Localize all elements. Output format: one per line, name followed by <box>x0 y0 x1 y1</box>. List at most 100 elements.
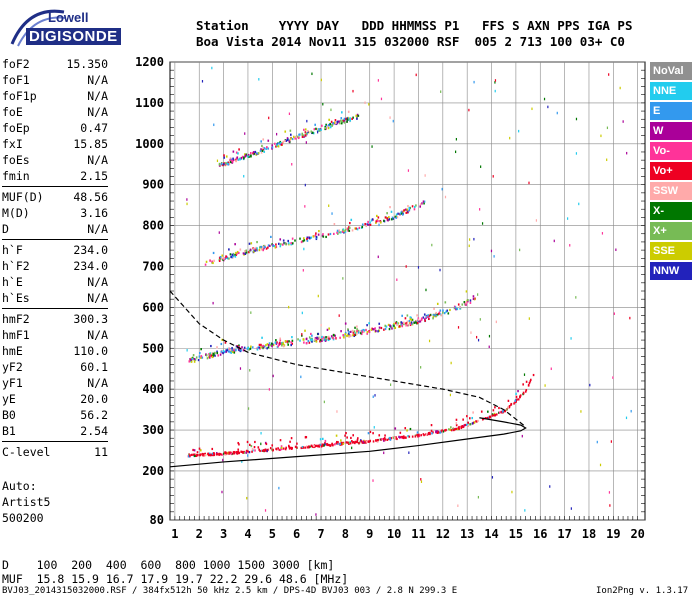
noise-point <box>570 507 572 510</box>
echo-point <box>347 332 350 336</box>
noise-point <box>276 132 278 136</box>
echo-point <box>286 138 289 142</box>
echo-point <box>463 301 466 304</box>
noise-point <box>599 463 602 467</box>
echo-point <box>301 445 304 449</box>
echo-point <box>336 231 338 234</box>
echo-point <box>357 331 360 334</box>
noise-point <box>589 383 591 387</box>
echo-point <box>433 307 435 310</box>
param-label: B0 <box>2 408 16 422</box>
echo-point <box>356 115 358 118</box>
echo-point <box>430 424 433 427</box>
echo-point <box>393 326 396 329</box>
echo-point <box>376 440 379 443</box>
echo-point <box>355 227 358 230</box>
echo-point <box>261 345 264 348</box>
echo-point <box>425 433 428 436</box>
echo-point <box>352 434 355 437</box>
echo-point <box>285 446 287 449</box>
echo-point <box>348 331 350 334</box>
echo-point <box>221 453 223 456</box>
echo-point <box>250 242 253 245</box>
echo-point <box>230 158 233 161</box>
noise-point <box>550 367 552 371</box>
noise-point <box>543 97 546 101</box>
echo-point <box>241 155 244 158</box>
echo-point <box>193 360 196 363</box>
echo-point <box>290 341 292 344</box>
echo-point <box>275 243 277 246</box>
echo-point <box>378 326 381 329</box>
param-value: N/A <box>87 222 108 236</box>
echo-point <box>274 246 277 249</box>
echo-point <box>195 454 198 457</box>
echo-point <box>356 440 358 444</box>
noise-point <box>518 129 520 133</box>
echo-point <box>262 246 264 249</box>
echo-point <box>316 129 319 132</box>
echo-point <box>406 320 409 323</box>
echo-point <box>455 424 458 427</box>
echo-point <box>297 136 300 140</box>
echo-point <box>408 319 411 323</box>
echo-point <box>354 227 357 230</box>
echo-point <box>206 357 209 360</box>
echo-point <box>267 147 269 150</box>
echo-point <box>409 322 412 326</box>
echo-point <box>193 453 196 456</box>
echo-point <box>253 250 255 253</box>
echo-point <box>289 446 292 449</box>
echo-point <box>261 149 264 152</box>
echo-point <box>351 117 353 120</box>
echo-point <box>348 229 351 232</box>
echo-point <box>284 448 287 451</box>
param-row: foEp 0.47 <box>2 120 108 136</box>
echo-point <box>404 427 407 430</box>
echo-point <box>252 247 255 250</box>
echo-point <box>278 343 280 346</box>
echo-point <box>314 123 316 126</box>
echo-point <box>230 452 233 455</box>
echo-point <box>232 350 234 354</box>
x-tick-label: 17 <box>557 527 571 541</box>
echo-point <box>357 437 359 440</box>
echo-point <box>237 348 240 351</box>
echo-point <box>306 132 308 135</box>
echo-point <box>237 441 240 445</box>
echo-point <box>386 217 389 220</box>
echo-point <box>243 157 245 160</box>
noise-point <box>625 416 628 420</box>
echo-point <box>341 111 343 114</box>
echo-point <box>216 351 219 355</box>
echo-point <box>374 327 376 330</box>
noise-point <box>425 288 427 292</box>
echo-point <box>338 231 341 234</box>
echo-point <box>235 151 238 154</box>
echo-point <box>309 338 312 341</box>
echo-point <box>330 335 333 338</box>
echo-point <box>210 344 212 348</box>
echo-point <box>238 344 240 347</box>
echo-point <box>432 315 435 318</box>
echo-point <box>300 240 303 244</box>
echo-point <box>208 356 211 359</box>
echo-point <box>391 218 393 221</box>
noise-point <box>431 243 433 247</box>
file-info: BVJ03_2014315032000.RSF / 384fx512h 50 k… <box>2 586 458 596</box>
param-value: 56.2 <box>80 408 108 422</box>
auto-label: Auto: <box>2 479 37 493</box>
echo-point <box>242 252 245 255</box>
echo-point <box>394 427 397 430</box>
echo-point <box>232 252 235 256</box>
echo-point <box>349 117 351 120</box>
legend-item: X+ <box>650 222 692 240</box>
echo-point <box>279 448 282 452</box>
echo-point <box>466 415 468 418</box>
noise-point <box>373 426 375 429</box>
param-value: 234.0 <box>73 259 108 273</box>
echo-point <box>489 415 492 418</box>
echo-point <box>322 336 325 339</box>
noise-point <box>494 81 496 84</box>
echo-point <box>432 313 435 317</box>
